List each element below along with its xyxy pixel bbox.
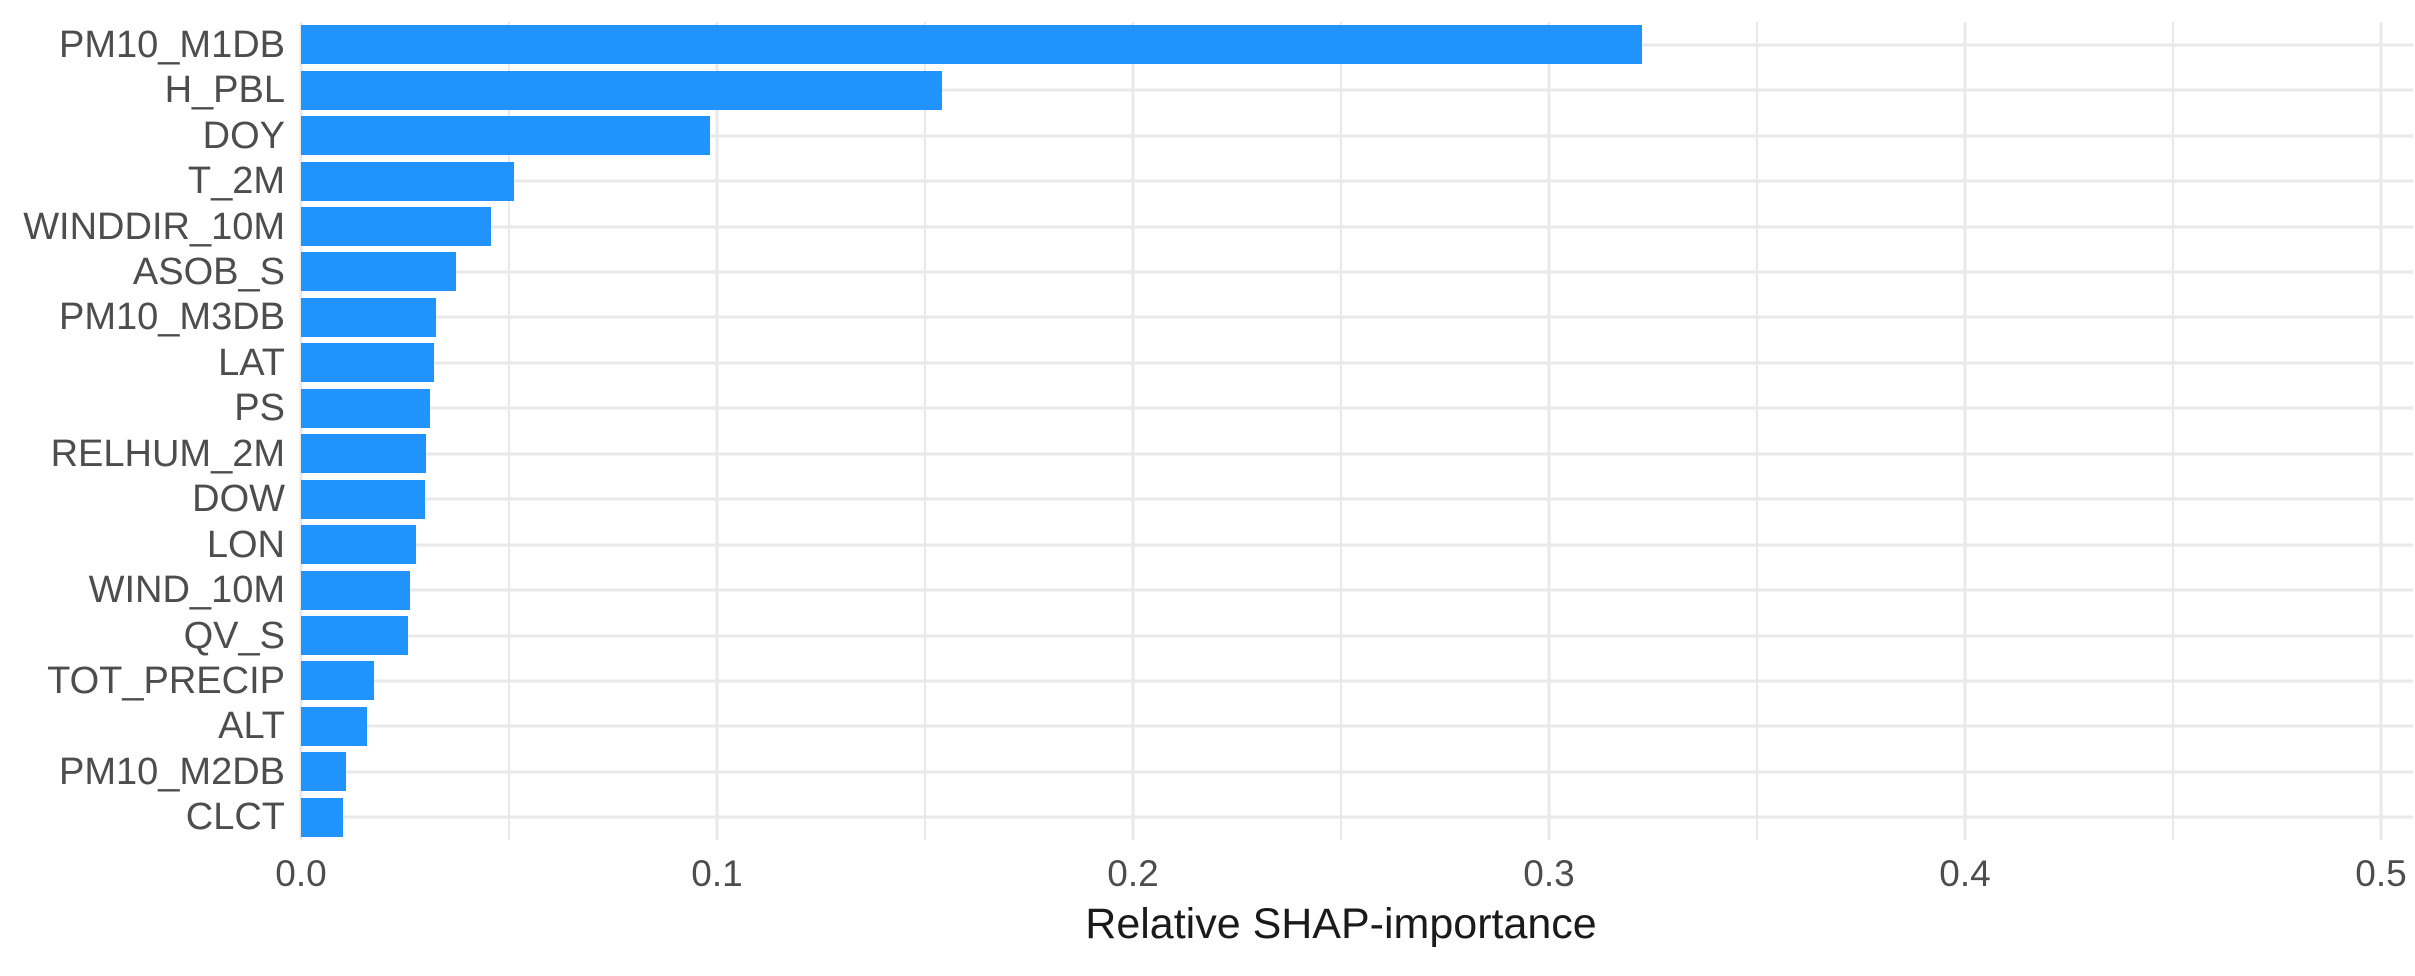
horizontal-gridline xyxy=(301,179,2413,183)
y-tick-label-CLCT: CLCT xyxy=(185,796,285,839)
bar-LON xyxy=(301,525,416,565)
x-tick-label-0.2: 0.2 xyxy=(1107,853,1159,894)
bar-ALT xyxy=(301,706,367,746)
y-tick-label-LAT: LAT xyxy=(218,341,285,384)
y-tick-label-TOT_PRECIP: TOT_PRECIP xyxy=(47,659,285,702)
bar-H_PBL xyxy=(301,70,942,110)
bar-RELHUM_2M xyxy=(301,434,426,474)
y-tick-label-QV_S: QV_S xyxy=(183,614,285,657)
horizontal-gridline xyxy=(301,543,2413,547)
x-tick-label-0.0: 0.0 xyxy=(275,853,327,894)
minor-vertical-gridline xyxy=(1756,22,1758,840)
bar-CLCT xyxy=(301,797,343,837)
horizontal-gridline xyxy=(301,225,2413,228)
bar-PM10_M3DB xyxy=(301,297,436,337)
bar-WINDDIR_10M xyxy=(301,207,491,246)
horizontal-gridline xyxy=(301,406,2413,410)
minor-vertical-gridline xyxy=(508,22,510,840)
bar-PM10_M1DB xyxy=(301,25,1642,65)
horizontal-gridline xyxy=(301,134,2413,138)
y-tick-label-T_2M: T_2M xyxy=(187,160,285,203)
x-tick-label-0.5: 0.5 xyxy=(2355,853,2407,894)
major-vertical-gridline xyxy=(1131,22,1135,840)
bar-LAT xyxy=(301,343,434,383)
horizontal-gridline xyxy=(301,361,2413,365)
horizontal-gridline xyxy=(301,634,2413,637)
y-tick-label-PS: PS xyxy=(234,387,285,430)
y-tick-label-PM10_M1DB: PM10_M1DB xyxy=(59,23,285,66)
y-tick-label-H_PBL: H_PBL xyxy=(164,69,285,112)
bar-QV_S xyxy=(301,616,408,655)
minor-vertical-gridline xyxy=(924,22,926,840)
y-tick-label-PM10_M2DB: PM10_M2DB xyxy=(59,750,285,793)
horizontal-gridline xyxy=(301,724,2413,728)
x-tick-label-0.4: 0.4 xyxy=(1939,853,1991,894)
minor-vertical-gridline xyxy=(1340,22,1342,840)
y-tick-label-ALT: ALT xyxy=(218,705,285,748)
horizontal-gridline xyxy=(301,588,2413,592)
horizontal-gridline xyxy=(301,88,2413,92)
bar-PM10_M2DB xyxy=(301,752,346,792)
minor-vertical-gridline xyxy=(2172,22,2174,840)
y-tick-label-PM10_M3DB: PM10_M3DB xyxy=(59,296,285,339)
horizontal-gridline xyxy=(301,452,2413,456)
y-tick-label-RELHUM_2M: RELHUM_2M xyxy=(50,432,285,475)
major-vertical-gridline xyxy=(299,22,303,840)
bar-DOY xyxy=(301,116,710,156)
bar-PS xyxy=(301,388,430,428)
horizontal-gridline xyxy=(301,679,2413,683)
major-vertical-gridline xyxy=(2379,22,2383,840)
x-axis-tick-labels: 0.0 0.1 0.2 0.3 0.4 0.5 xyxy=(275,853,2413,900)
major-vertical-gridline xyxy=(715,22,719,840)
y-tick-label-DOY: DOY xyxy=(202,114,285,157)
y-tick-label-WIND_10M: WIND_10M xyxy=(88,569,285,612)
x-axis-title: Relative SHAP-importance xyxy=(1085,900,1597,948)
y-tick-label-WINDDIR_10M: WINDDIR_10M xyxy=(23,205,285,248)
plot-panel xyxy=(299,22,2413,840)
x-tick-label-0.3: 0.3 xyxy=(1523,853,1575,894)
y-tick-label-DOW: DOW xyxy=(192,478,285,521)
major-vertical-gridline xyxy=(1963,22,1967,840)
x-tick-label-0.1: 0.1 xyxy=(691,853,743,894)
bar-WIND_10M xyxy=(301,570,410,610)
major-vertical-gridline xyxy=(1547,22,1551,840)
horizontal-gridline xyxy=(301,270,2413,274)
y-axis-labels: PM10_M1DB H_PBL DOY T_2M WINDDIR_10M ASOB_S PM… xyxy=(0,22,285,840)
bar-T_2M xyxy=(301,161,514,201)
horizontal-gridline xyxy=(301,815,2413,819)
bar-DOW xyxy=(301,479,425,519)
horizontal-gridline xyxy=(301,497,2413,501)
bar-TOT_PRECIP xyxy=(301,661,374,701)
horizontal-gridline xyxy=(301,770,2413,774)
horizontal-gridline xyxy=(301,315,2413,319)
y-tick-label-ASOB_S: ASOB_S xyxy=(132,250,285,293)
y-tick-label-LON: LON xyxy=(206,523,285,566)
bar-ASOB_S xyxy=(301,252,456,292)
